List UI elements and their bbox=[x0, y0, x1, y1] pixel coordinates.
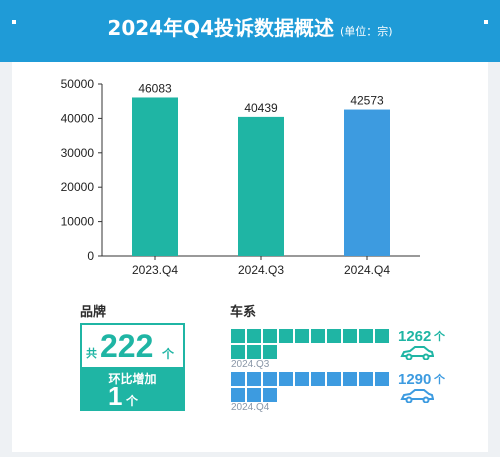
series-count: 1262 bbox=[398, 328, 432, 345]
bar-value-label: 46083 bbox=[138, 81, 172, 95]
series-period-label: 2024.Q3 bbox=[231, 359, 270, 370]
series-count-unit: 个 bbox=[434, 330, 445, 343]
series-section-label: 车系 bbox=[230, 305, 257, 320]
series-square bbox=[279, 372, 293, 386]
brand-card: 共 222 个 环比增加 1 个 bbox=[80, 323, 185, 411]
corner-dot-left bbox=[12, 20, 16, 24]
series-square bbox=[231, 372, 245, 386]
bar bbox=[132, 97, 178, 256]
x-tick-label: 2023.Q4 bbox=[132, 263, 178, 277]
series-square bbox=[343, 329, 357, 343]
series-square bbox=[375, 329, 389, 343]
series-square bbox=[375, 372, 389, 386]
series-square bbox=[247, 372, 261, 386]
series-squares-row bbox=[231, 329, 389, 343]
series-squares-row bbox=[231, 388, 277, 402]
series-square bbox=[263, 345, 277, 359]
series-period-label: 2024.Q4 bbox=[231, 402, 270, 413]
brand-count: 222 bbox=[100, 328, 154, 364]
bar-value-label: 40439 bbox=[244, 101, 278, 115]
series-square bbox=[327, 329, 341, 343]
series-square bbox=[327, 372, 341, 386]
brand-count-unit: 个 bbox=[162, 347, 175, 361]
series-square bbox=[311, 329, 325, 343]
brand-change-unit: 个 bbox=[126, 394, 139, 408]
series-square bbox=[231, 345, 245, 359]
series-square bbox=[359, 372, 373, 386]
series-square bbox=[295, 329, 309, 343]
bar bbox=[238, 116, 284, 257]
series-count: 1290 bbox=[398, 371, 432, 388]
series-square bbox=[311, 372, 325, 386]
car-icon bbox=[400, 346, 435, 365]
brand-prefix: 共 bbox=[86, 347, 97, 360]
series-square bbox=[295, 372, 309, 386]
header-banner: 2024年Q4投诉数据概述 (单位：宗) bbox=[0, 0, 500, 62]
series-square bbox=[247, 388, 261, 402]
series-squares-row bbox=[231, 345, 277, 359]
series-square bbox=[279, 329, 293, 343]
bar bbox=[344, 109, 390, 256]
car-icon bbox=[400, 389, 435, 408]
x-tick-label: 2024.Q3 bbox=[238, 263, 284, 277]
series-square bbox=[359, 329, 373, 343]
y-tick-label: 20000 bbox=[61, 180, 95, 194]
bar-value-label: 42573 bbox=[350, 94, 384, 108]
unit-note: (单位：宗) bbox=[340, 25, 393, 38]
y-tick-label: 0 bbox=[87, 249, 94, 263]
y-tick-label: 30000 bbox=[61, 146, 95, 160]
series-square bbox=[263, 372, 277, 386]
series-count-unit: 个 bbox=[434, 373, 445, 386]
complaint-bar-chart: 0 10000 20000 30000 40000 50000 46083 2023.Q4 40… bbox=[61, 77, 420, 277]
x-tick-label: 2024.Q4 bbox=[344, 263, 390, 277]
brand-change-value: 1 bbox=[108, 381, 123, 411]
brand-change-label: 环比增加 bbox=[108, 372, 157, 386]
series-square bbox=[263, 388, 277, 402]
series-square bbox=[247, 345, 261, 359]
series-square bbox=[343, 372, 357, 386]
series-square bbox=[263, 329, 277, 343]
brand-change-box: 环比增加 1 个 bbox=[80, 368, 185, 411]
series-square bbox=[247, 329, 261, 343]
title-text: 2024年Q4投诉数据概述 bbox=[107, 16, 334, 40]
series-square bbox=[231, 329, 245, 343]
series-squares-row bbox=[231, 372, 389, 386]
brand-section-label: 品牌 bbox=[80, 305, 107, 320]
series-square bbox=[231, 388, 245, 402]
corner-dot-right bbox=[484, 20, 488, 24]
page-title: 2024年Q4投诉数据概述 (单位：宗) bbox=[0, 12, 500, 41]
y-tick-label: 40000 bbox=[61, 111, 95, 125]
y-tick-label: 10000 bbox=[61, 215, 95, 229]
brand-count-box: 共 222 个 bbox=[80, 323, 185, 369]
y-tick-label: 50000 bbox=[61, 77, 95, 91]
